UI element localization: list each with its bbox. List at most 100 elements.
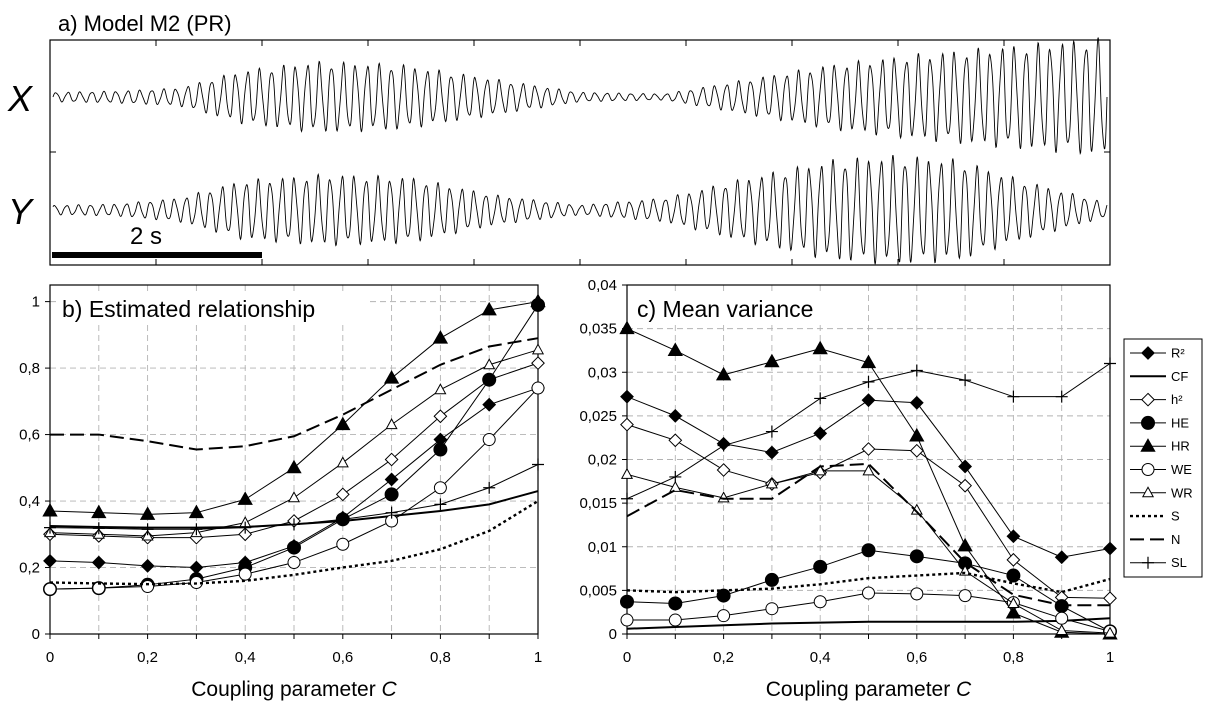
data-point-sl: [532, 458, 544, 471]
legend-label: SL: [1171, 555, 1187, 570]
y-tick-label: 1: [32, 294, 40, 311]
data-point-we: [958, 589, 972, 603]
y-tick-label: 0,03: [588, 364, 617, 381]
data-point-h2: [668, 433, 683, 448]
data-point-sl: [483, 481, 496, 494]
data-point-wr: [483, 358, 496, 370]
data-point-he: [287, 540, 301, 555]
data-point-h2: [335, 487, 350, 502]
x-tick-label: 0: [623, 649, 631, 666]
data-point-hr: [42, 503, 58, 517]
legend-item-hr: HR: [1130, 438, 1190, 454]
data-point-r2: [668, 408, 683, 423]
legend-swatch-marker: [1141, 486, 1155, 498]
data-point-r2: [620, 389, 634, 404]
data-point-hr: [335, 416, 351, 431]
data-point-h2: [861, 442, 876, 456]
series-line-s: [49, 500, 539, 586]
legend-label: h²: [1171, 392, 1183, 407]
data-point-sl: [1104, 357, 1116, 370]
series-n: [626, 462, 1110, 607]
data-point-hr: [432, 330, 449, 344]
data-point-wr: [1007, 596, 1020, 608]
data-point-wr: [531, 343, 545, 355]
data-point-he: [716, 588, 731, 603]
legend-item-s: S: [1130, 509, 1180, 524]
data-point-we: [92, 581, 106, 595]
data-point-r2: [861, 393, 876, 408]
data-point-h2: [531, 356, 545, 371]
data-point-sl: [717, 439, 730, 452]
series-line-cf: [626, 617, 1111, 630]
data-point-we: [1055, 611, 1069, 625]
x-tick-label: 0,4: [810, 649, 831, 666]
data-point-we: [765, 602, 779, 616]
data-point-h2: [238, 527, 253, 542]
data-point-we: [813, 595, 827, 609]
signal-label-x: X: [7, 78, 34, 119]
legend: R² CF h² HE HR WE WR SN SL: [1123, 338, 1203, 578]
legend-label: HE: [1171, 415, 1189, 430]
data-point-h2: [958, 478, 973, 493]
series-line-n: [626, 462, 1110, 607]
y-tick-label: 0: [32, 626, 40, 643]
data-point-sl: [765, 425, 778, 438]
data-point-sl: [1007, 390, 1020, 403]
chart-title: b) Estimated relationship: [62, 296, 315, 322]
x-tick-label: 1: [1106, 649, 1114, 666]
data-point-wr: [1055, 623, 1068, 636]
series-hr: [42, 293, 546, 520]
data-point-wr: [765, 477, 778, 489]
scale-bar-label: 2 s: [130, 223, 162, 250]
x-tick-label: 0,4: [235, 649, 256, 666]
y-tick-label: 0,035: [579, 321, 617, 338]
data-point-we: [531, 381, 545, 395]
data-point-he: [482, 372, 497, 387]
series-s: [49, 500, 539, 586]
chart-b: 0 0,2 0,4 0,6 0,8 1 0 0,2 0,4 0,6 0,8 1 b) Estimated…: [19, 284, 546, 701]
data-point-he: [668, 596, 683, 611]
legend-swatch-marker: [1141, 415, 1155, 430]
data-point-he: [764, 572, 779, 587]
data-point-hr: [909, 427, 925, 442]
data-point-wr: [620, 467, 634, 479]
data-point-sl: [1055, 390, 1068, 403]
y-tick-label: 0,04: [588, 277, 617, 294]
legend-frame: [1123, 338, 1203, 578]
legend-item-we: WE: [1130, 462, 1192, 477]
signal-trace-y: [52, 155, 1108, 265]
legend-label: R²: [1171, 346, 1185, 361]
legend-item-he: HE: [1130, 415, 1189, 430]
x-tick-label: 0,8: [1003, 649, 1024, 666]
x-tick-label: 1: [534, 649, 542, 666]
legend-label: CF: [1171, 369, 1188, 384]
data-point-he: [909, 549, 924, 564]
legend-label: WE: [1171, 462, 1192, 477]
x-tick-label: 0,2: [137, 649, 158, 666]
data-point-sl: [959, 374, 972, 387]
plot-frame: [626, 284, 1111, 635]
data-point-sl: [288, 518, 300, 531]
data-point-sl: [92, 522, 105, 535]
data-point-hr: [812, 340, 828, 355]
x-tick-label: 0,6: [332, 649, 353, 666]
data-point-r2: [909, 395, 924, 410]
legend-item-cf: CF: [1130, 369, 1188, 384]
data-point-we: [862, 586, 875, 600]
panel-a-title: a) Model M2 (PR): [58, 11, 232, 36]
data-point-sl: [141, 523, 154, 536]
data-point-hr: [1005, 605, 1022, 619]
data-point-h2: [1006, 552, 1021, 567]
data-point-wr: [814, 464, 827, 476]
x-tick-label: 0,6: [906, 649, 927, 666]
data-point-r2: [384, 472, 399, 487]
data-point-hr: [139, 506, 156, 520]
series-s: [626, 571, 1111, 594]
series-r2: [620, 389, 1117, 565]
data-point-sl: [239, 521, 252, 534]
data-point-wr: [336, 456, 349, 468]
data-point-we: [910, 587, 924, 601]
legend-label: HR: [1171, 439, 1190, 454]
data-point-we: [482, 433, 496, 447]
